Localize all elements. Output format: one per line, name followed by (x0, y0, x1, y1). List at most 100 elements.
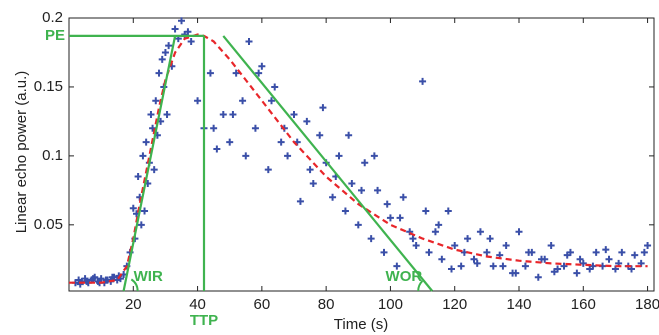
scatter-point (271, 83, 279, 91)
scatter-point (563, 251, 571, 259)
scatter-point (171, 25, 179, 33)
scatter-point (147, 111, 155, 119)
x-tick-label: 80 (318, 296, 335, 313)
scatter-point (178, 17, 185, 25)
annotation-label: WOR (386, 268, 423, 285)
scatter-point (219, 111, 227, 119)
scatter-point (448, 265, 455, 273)
fit-curve (69, 33, 648, 284)
scatter-point (152, 97, 160, 105)
angle-arc (417, 280, 424, 292)
x-tick-label: 60 (254, 296, 271, 313)
scatter-point (296, 197, 304, 205)
scatter-point (486, 235, 494, 243)
scatter-point (457, 262, 465, 270)
scatter-point (335, 152, 343, 160)
scatter-point (245, 37, 253, 45)
scatter-point (303, 117, 311, 125)
scatter-point (358, 186, 365, 194)
scatter-point (380, 248, 388, 256)
scatter-point (239, 97, 247, 105)
scatter-point (502, 242, 510, 249)
scatter-point (229, 111, 237, 119)
scatter-point (102, 276, 110, 284)
scatter-point (242, 152, 250, 160)
scatter-point (341, 207, 349, 215)
plot-frame (68, 17, 655, 292)
scatter-point (499, 262, 507, 270)
scatter-point (251, 124, 259, 132)
scatter-point (383, 200, 391, 208)
scatter-point (210, 124, 218, 132)
scatter-point (319, 104, 327, 112)
scatter-point (268, 97, 275, 105)
scatter-point (605, 255, 613, 263)
scatter-point (644, 242, 652, 249)
scatter-point (412, 242, 420, 249)
scatter-point (393, 262, 401, 270)
scatter-point (592, 248, 600, 256)
scatter-point (473, 259, 481, 267)
annotation-line (122, 35, 177, 292)
scatter-point (316, 131, 324, 139)
scatter-point (547, 242, 555, 249)
scatter-point (361, 159, 369, 167)
scatter-point (134, 173, 142, 181)
scatter-point (290, 111, 298, 119)
scatter-point (258, 62, 266, 70)
scatter-point (628, 265, 635, 273)
scatter-point (512, 269, 520, 277)
scatter-point (525, 248, 533, 256)
scatter-point (194, 97, 202, 105)
scatter-point (226, 138, 234, 146)
scatter-point (108, 273, 116, 281)
scatter-point (255, 69, 263, 77)
annotation-line (222, 35, 434, 292)
scatter-point (284, 152, 292, 160)
scatter-point (425, 248, 433, 256)
scatter-point (419, 77, 427, 85)
scatter-point (354, 221, 362, 229)
scatter-point (165, 42, 173, 50)
scatter-point (576, 255, 584, 263)
y-tick-label: 0.05 (34, 216, 63, 233)
scatter-point (348, 179, 356, 187)
scatter-point (89, 275, 97, 283)
y-axis-label: Linear echo power (a.u.) (13, 71, 30, 234)
scatter-point (464, 235, 472, 243)
annotation-label: TTP (190, 312, 218, 329)
x-tick-label: 40 (189, 296, 206, 313)
x-tick-label: 120 (442, 296, 467, 313)
scatter-point (309, 179, 317, 187)
scatter-point (579, 259, 587, 267)
scatter-point (602, 246, 610, 254)
scatter-point (158, 55, 166, 63)
scatter-point (137, 221, 145, 229)
scatter-point (129, 204, 137, 212)
scatter-point (483, 248, 491, 256)
scatter-point (367, 235, 375, 243)
scatter-point (444, 207, 452, 215)
scatter-point (550, 268, 558, 276)
scatter-point (386, 214, 394, 222)
x-tick-label: 100 (378, 296, 403, 313)
scatter-point (141, 207, 149, 215)
scatter-point (150, 166, 158, 174)
scatter-point (476, 228, 484, 236)
scatter-point (139, 152, 147, 160)
scatter-point (515, 228, 523, 236)
scatter-point (451, 242, 459, 249)
scatter-point (83, 277, 91, 285)
scatter-point (438, 255, 446, 263)
annotation-label: PE (45, 27, 65, 44)
scatter-point (409, 235, 417, 243)
scatter-point (97, 275, 105, 283)
scatter-point (149, 124, 157, 132)
scatter-point (431, 228, 439, 236)
scatter-point (161, 48, 169, 56)
scatter-point (345, 131, 353, 139)
x-tick-label: 140 (506, 296, 531, 313)
scatter-point (560, 262, 568, 270)
x-tick-label: 180 (635, 296, 659, 313)
